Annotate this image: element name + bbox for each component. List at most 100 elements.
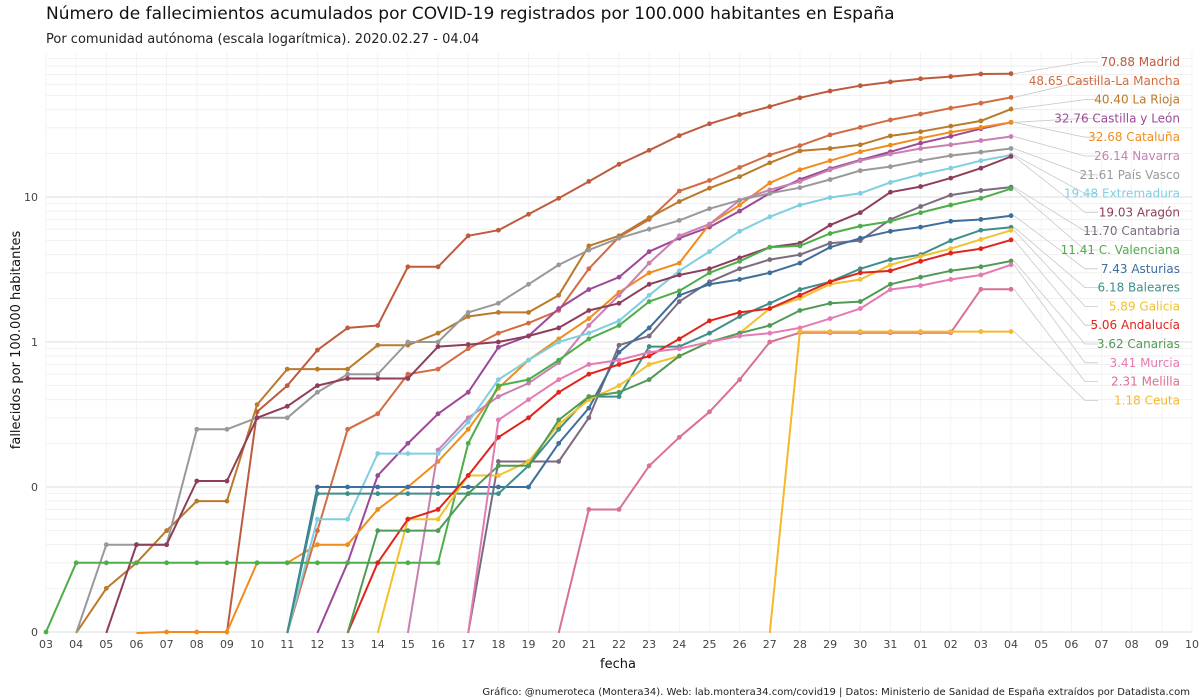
label-connector	[1013, 154, 1098, 195]
data-point	[405, 339, 411, 345]
data-point	[707, 281, 712, 287]
data-point	[767, 180, 773, 186]
data-point	[948, 175, 954, 181]
data-point	[827, 158, 833, 164]
x-tick-label: 10	[250, 638, 264, 651]
label-connector	[1013, 230, 1098, 307]
x-tick-label: 31	[883, 638, 897, 651]
data-point	[465, 419, 471, 425]
data-point	[375, 411, 381, 417]
data-point	[345, 516, 350, 522]
data-point	[315, 366, 320, 372]
data-point	[495, 417, 501, 423]
data-point	[315, 383, 320, 389]
label-connector	[1013, 136, 1098, 157]
data-point	[827, 222, 833, 228]
data-point	[767, 323, 773, 328]
data-point	[888, 257, 893, 263]
data-point	[405, 528, 411, 534]
data-point	[767, 306, 773, 311]
data-point	[194, 498, 200, 504]
data-point	[435, 528, 441, 534]
x-tick-label: 22	[612, 638, 626, 651]
data-point	[978, 71, 984, 77]
data-point	[948, 192, 954, 198]
x-tick-label: 05	[99, 638, 113, 651]
data-point	[767, 257, 773, 263]
data-point	[707, 270, 712, 276]
series-lines	[43, 71, 1014, 635]
x-tick-label: 02	[944, 638, 958, 651]
data-point	[888, 151, 893, 157]
data-point	[707, 249, 712, 255]
data-point	[918, 283, 923, 288]
chart-title: Número de fallecimientos acumulados por …	[46, 4, 895, 24]
data-point	[676, 353, 682, 359]
data-point	[526, 463, 531, 469]
data-point	[526, 333, 531, 339]
x-tick-label: 06	[1064, 638, 1078, 651]
x-tick-label: 11	[280, 638, 294, 651]
x-tick-label: 21	[582, 638, 596, 651]
data-point	[405, 560, 411, 566]
data-point	[646, 344, 652, 349]
data-point	[948, 165, 954, 171]
series-end-label: 5.06 Andalucía	[1090, 318, 1180, 332]
data-point	[194, 629, 200, 635]
y-axis-ticks: 0 0 1 10	[24, 191, 38, 639]
data-point	[888, 180, 893, 185]
data-point	[857, 124, 863, 130]
data-point	[857, 270, 863, 276]
label-connector	[1013, 227, 1098, 289]
data-point	[405, 484, 411, 490]
x-tick-label: 08	[1125, 638, 1139, 651]
data-point	[465, 342, 471, 347]
series-6	[75, 146, 1014, 634]
data-point	[375, 484, 381, 490]
data-point	[556, 306, 562, 311]
data-point	[495, 434, 501, 440]
data-point	[465, 426, 471, 432]
data-point	[978, 237, 984, 242]
data-point	[767, 330, 773, 336]
series-end-label: 70.88 Madrid	[1101, 55, 1180, 69]
series-end-label: 48.65 Castilla-La Mancha	[1029, 74, 1180, 88]
data-point	[616, 318, 622, 324]
data-point	[676, 272, 682, 278]
series-end-label: 3.41 Murcia	[1110, 356, 1180, 370]
data-point	[737, 255, 743, 261]
data-point	[435, 344, 441, 349]
data-point	[526, 484, 531, 490]
data-point	[646, 299, 652, 304]
data-point	[465, 491, 471, 497]
data-point	[495, 344, 501, 350]
data-point	[405, 264, 411, 270]
label-connector	[1014, 118, 1098, 123]
data-point	[375, 451, 381, 456]
data-point	[405, 376, 411, 381]
data-point	[194, 426, 200, 432]
label-connector	[1013, 331, 1098, 401]
data-point	[315, 491, 320, 497]
data-point	[556, 377, 562, 383]
data-point	[616, 507, 622, 512]
data-point	[737, 310, 743, 315]
data-point	[978, 286, 984, 292]
data-point	[254, 402, 260, 408]
label-connector	[1013, 186, 1098, 232]
series-line	[557, 288, 1012, 634]
label-connector	[1013, 239, 1098, 326]
data-point	[646, 281, 652, 287]
x-tick-label: 30	[853, 638, 867, 651]
x-tick-label: 13	[341, 638, 355, 651]
x-tick-label: 28	[793, 638, 807, 651]
label-connector	[1013, 148, 1098, 176]
series-7	[286, 152, 1014, 634]
series-16	[467, 262, 1014, 634]
data-point	[978, 272, 984, 278]
data-point	[676, 434, 682, 440]
data-point	[495, 300, 501, 306]
data-point	[797, 243, 803, 249]
x-tick-label: 15	[401, 638, 415, 651]
data-point	[1008, 71, 1014, 77]
